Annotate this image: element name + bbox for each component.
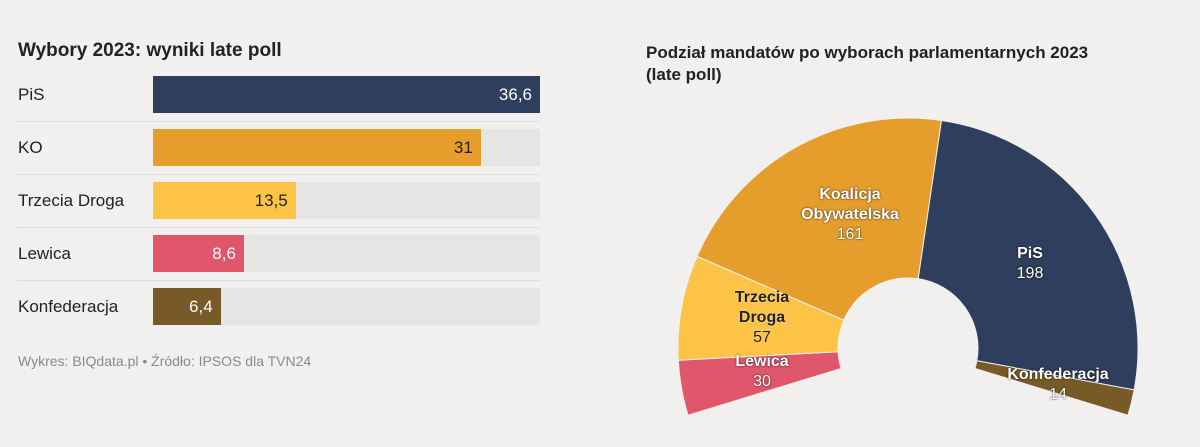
arc-seat-count: 198 bbox=[1016, 265, 1044, 282]
arc-chart-subtitle: (late poll) bbox=[646, 65, 722, 84]
bar-row: Konfederacja 6,4 bbox=[18, 288, 540, 325]
arc-segment-label: PiS 198 bbox=[1017, 244, 1044, 284]
bar-value-label: 36,6 bbox=[498, 85, 532, 104]
arc-party-name: Konfederacja bbox=[1007, 366, 1109, 383]
bar: 13,5 bbox=[153, 182, 296, 219]
bar-row: Lewica 8,6 bbox=[18, 235, 540, 272]
bar-track: 36,6 bbox=[153, 76, 540, 113]
bar-category-label: PiS bbox=[18, 85, 45, 104]
arc-segment-label: Konfederacja 14 bbox=[1007, 365, 1108, 405]
bar-track: 8,6 bbox=[153, 235, 540, 272]
bar-value-label: 13,5 bbox=[254, 191, 288, 210]
bar-row: KO 31 bbox=[18, 129, 540, 166]
bar-track: 6,4 bbox=[153, 288, 540, 325]
arc-chart-title-main: Podział mandatów po wyborach parlamentar… bbox=[646, 43, 1089, 62]
arc-segment bbox=[696, 117, 943, 321]
row-separator bbox=[18, 280, 540, 281]
arc-party-name: Trzecia bbox=[734, 289, 790, 306]
chart-source-footer: Wykres: BIQdata.pl • Źródło: IPSOS dla T… bbox=[18, 353, 312, 369]
arc-party-name: Obywatelska bbox=[801, 206, 899, 223]
row-separator bbox=[18, 174, 540, 175]
bar-category-label: KO bbox=[18, 138, 43, 157]
bar-category-label: Konfederacja bbox=[18, 297, 119, 316]
arc-seat-count: 14 bbox=[1049, 386, 1067, 403]
arc-party-name: Lewica bbox=[735, 353, 789, 370]
bar: 31 bbox=[153, 129, 481, 166]
arc-seat-count: 57 bbox=[753, 329, 771, 346]
arc-segment bbox=[974, 360, 1135, 416]
bar-value-label: 8,6 bbox=[212, 244, 236, 263]
bar-category-label: Trzecia Droga bbox=[18, 191, 125, 210]
bar-chart-title: Wybory 2023: wyniki late poll bbox=[18, 40, 282, 61]
arc-chart-title: Podział mandatów po wyborach parlamentar… bbox=[646, 42, 1166, 86]
arc-party-name: Droga bbox=[738, 309, 786, 326]
bar-track: 31 bbox=[153, 129, 540, 166]
arc-seat-count: 161 bbox=[836, 226, 864, 243]
bar-value-label: 31 bbox=[453, 138, 473, 157]
bar-track: 13,5 bbox=[153, 182, 540, 219]
bar-category-label: Lewica bbox=[18, 244, 71, 263]
bar-row: Trzecia Droga 13,5 bbox=[18, 182, 540, 219]
bar-value-label: 6,4 bbox=[189, 297, 213, 316]
arc-segment-label: Lewica 30 bbox=[735, 352, 788, 392]
bar: 36,6 bbox=[153, 76, 540, 113]
bar: 8,6 bbox=[153, 235, 244, 272]
arc-party-name: PiS bbox=[1017, 245, 1043, 262]
arc-seat-count: 30 bbox=[753, 373, 771, 390]
bar: 6,4 bbox=[153, 288, 221, 325]
row-separator bbox=[18, 121, 540, 122]
arc-segment bbox=[917, 119, 1139, 391]
arc-party-name: Koalicja bbox=[819, 186, 881, 203]
row-separator bbox=[18, 227, 540, 228]
bar-row: PiS 36,6 bbox=[18, 76, 540, 113]
arc-segment-label: Koalicja Obywatelska 161 bbox=[801, 185, 899, 245]
arc-segment-label: Trzecia Droga 57 bbox=[735, 288, 789, 348]
